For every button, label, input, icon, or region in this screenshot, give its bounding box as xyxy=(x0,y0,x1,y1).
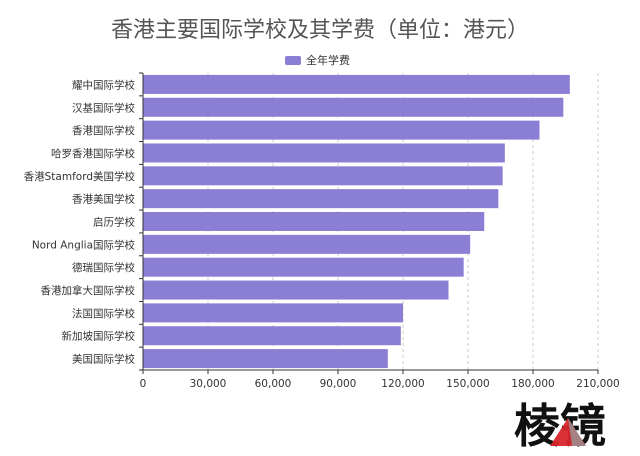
y-tick-label: 香港国际学校 xyxy=(72,124,135,137)
legend-label: 全年学费 xyxy=(306,54,350,67)
bar xyxy=(143,280,449,300)
bar xyxy=(143,97,564,117)
bar xyxy=(143,74,570,94)
bar xyxy=(143,212,485,231)
x-tick-label: 0 xyxy=(140,378,147,390)
y-tick-label: 香港美国学校 xyxy=(72,193,135,206)
x-tick-label: 90,000 xyxy=(320,378,357,390)
bar xyxy=(143,120,540,140)
bar xyxy=(143,349,388,369)
x-tick-label: 120,000 xyxy=(381,378,424,390)
y-tick-label: 新加坡国际学校 xyxy=(62,330,136,343)
y-tick-label: 哈罗香港国际学校 xyxy=(51,147,135,160)
x-tick-label: 210,000 xyxy=(576,378,619,390)
x-tick-label: 180,000 xyxy=(511,378,554,390)
y-tick-label: 耀中国际学校 xyxy=(72,78,135,91)
watermark-logo: 棱镜 xyxy=(513,398,607,452)
x-tick-label: 150,000 xyxy=(446,378,489,390)
y-tick-label: 汉基国际学校 xyxy=(72,101,135,114)
bar xyxy=(143,166,503,186)
watermark-gray-triangle xyxy=(568,418,586,446)
y-tick-label: 法国国际学校 xyxy=(72,307,135,320)
legend-swatch xyxy=(285,55,301,65)
x-tick-label: 30,000 xyxy=(190,378,227,390)
chart-title: 香港主要国际学校及其学费（单位：港元） xyxy=(110,18,529,43)
bar xyxy=(143,143,505,163)
y-tick-label: 香港Stamford美国学校 xyxy=(24,170,136,183)
legend[interactable]: 全年学费 xyxy=(285,53,350,67)
y-tick-label: 香港加拿大国际学校 xyxy=(41,284,136,297)
bar xyxy=(143,326,401,346)
bar xyxy=(143,303,403,323)
y-tick-label: Nord Anglia国际学校 xyxy=(32,238,136,251)
bar xyxy=(143,257,464,277)
bar xyxy=(143,234,471,254)
y-tick-label: 德瑞国际学校 xyxy=(72,261,135,274)
y-tick-label: 美国国际学校 xyxy=(72,353,135,366)
axes: 耀中国际学校汉基国际学校香港国际学校哈罗香港国际学校香港Stamford美国学校… xyxy=(24,72,620,390)
x-tick-label: 60,000 xyxy=(255,378,292,390)
bars xyxy=(143,74,570,369)
bar xyxy=(143,189,499,209)
y-tick-label: 启历学校 xyxy=(93,216,135,229)
